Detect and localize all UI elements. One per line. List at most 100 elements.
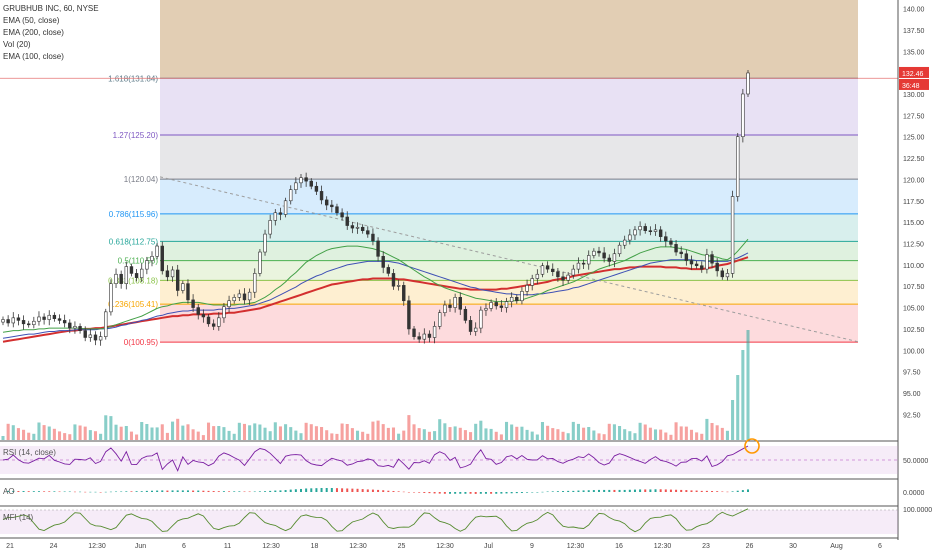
volume-bar: [582, 427, 586, 440]
candle-body: [653, 229, 658, 232]
price-tick-label: 130.00: [903, 92, 925, 99]
price-tick-label: 117.50: [903, 199, 924, 206]
candle-body: [453, 297, 457, 308]
candle-body: [155, 245, 159, 257]
ao-bar: [99, 492, 102, 493]
fib-level-label: 1.27(125.20): [113, 131, 159, 140]
ao-bar: [238, 491, 241, 492]
ao-bar: [407, 492, 410, 493]
indicator-ema50[interactable]: EMA (50, close): [3, 16, 60, 25]
candle-body: [633, 229, 637, 236]
volume-bar: [16, 428, 20, 440]
volume-bar: [47, 426, 51, 440]
ao-bar: [469, 492, 472, 494]
ao-bar: [310, 488, 313, 492]
candle-body: [253, 273, 257, 293]
candle-body: [684, 253, 689, 261]
fib-level-label: 1.618(131.84): [108, 74, 158, 83]
candle-body: [57, 318, 62, 321]
volume-bar: [546, 425, 550, 440]
ao-bar: [79, 491, 82, 493]
ao-bar: [7, 490, 10, 492]
candle-body: [150, 256, 154, 261]
candle-body: [700, 265, 704, 270]
ao-bar: [192, 490, 195, 492]
volume-bar: [510, 424, 514, 440]
time-tick-label: 9: [530, 543, 534, 550]
volume-bar: [689, 429, 694, 440]
volume-bar: [88, 430, 92, 440]
price-tick-label: 105.00: [903, 306, 925, 313]
ao-bar: [289, 489, 292, 492]
volume-bar: [340, 423, 344, 440]
ao-bar: [228, 491, 231, 492]
ao-bar: [207, 490, 210, 492]
volume-bar: [227, 430, 231, 440]
volume-bar: [494, 431, 498, 440]
candle-body: [473, 327, 478, 332]
volume-bar: [551, 428, 555, 440]
candle-body: [26, 323, 31, 326]
candle-body: [258, 251, 262, 274]
price-badge-text: 132.46: [902, 71, 924, 78]
volume-bar: [289, 427, 293, 440]
ao-bar: [361, 489, 364, 492]
candle-body: [381, 256, 385, 268]
ao-bar: [546, 491, 549, 493]
candle-body: [242, 293, 247, 301]
volume-bar: [664, 432, 668, 440]
ao-bar: [284, 490, 287, 492]
candle-body: [520, 291, 524, 302]
volume-bar: [479, 420, 483, 440]
ao-bar: [479, 492, 482, 494]
ao-bar: [89, 491, 92, 493]
indicator-ema200[interactable]: EMA (200, close): [3, 28, 64, 37]
ao-bar: [300, 488, 302, 492]
fib-level-label: 0.618(112.75): [109, 237, 159, 246]
ao-bar: [603, 489, 606, 492]
indicator-volume[interactable]: Vol (20): [3, 40, 31, 49]
candle-body: [98, 336, 103, 341]
volume-bar: [63, 433, 67, 440]
candle-body: [165, 270, 170, 278]
volume-bar: [458, 427, 462, 440]
volume-bar: [186, 424, 190, 440]
candle-body: [283, 200, 288, 215]
volume-bar: [710, 423, 714, 440]
price-tick-label: 135.00: [903, 49, 925, 56]
time-tick-label: Jul: [484, 543, 493, 550]
candle-body: [386, 267, 391, 274]
volume-bar: [278, 426, 282, 440]
ao-bar: [664, 489, 667, 492]
volume-bar: [463, 430, 467, 440]
volume-bar: [633, 433, 637, 440]
ao-level-label: 0.0000: [903, 490, 925, 497]
price-tick-label: 125.00: [903, 135, 925, 142]
candle-body: [679, 251, 683, 255]
time-tick-label: 12:30: [436, 543, 454, 550]
candle-body: [376, 240, 380, 257]
indicator-ema100[interactable]: EMA (100, close): [3, 52, 64, 61]
volume-bar: [402, 430, 406, 440]
ao-bar: [17, 491, 20, 492]
volume-bar: [587, 427, 591, 440]
volume-bar: [248, 425, 252, 440]
ao-bar: [413, 492, 416, 493]
volume-bar: [68, 434, 72, 440]
volume-bar: [556, 429, 560, 440]
candle-body: [335, 206, 339, 214]
price-tick-label: 95.00: [903, 391, 921, 398]
candle-body: [622, 239, 627, 246]
volume-bar: [160, 424, 164, 440]
volume-bar: [37, 422, 41, 440]
volume-bar: [725, 430, 729, 440]
time-tick-label: 23: [702, 543, 710, 550]
candle-body: [175, 269, 180, 291]
candle-body: [587, 255, 591, 265]
volume-bar: [371, 421, 375, 440]
candle-body: [93, 334, 98, 341]
volume-bar: [181, 425, 185, 440]
ao-bar: [212, 491, 215, 492]
ao-bar: [490, 492, 493, 494]
